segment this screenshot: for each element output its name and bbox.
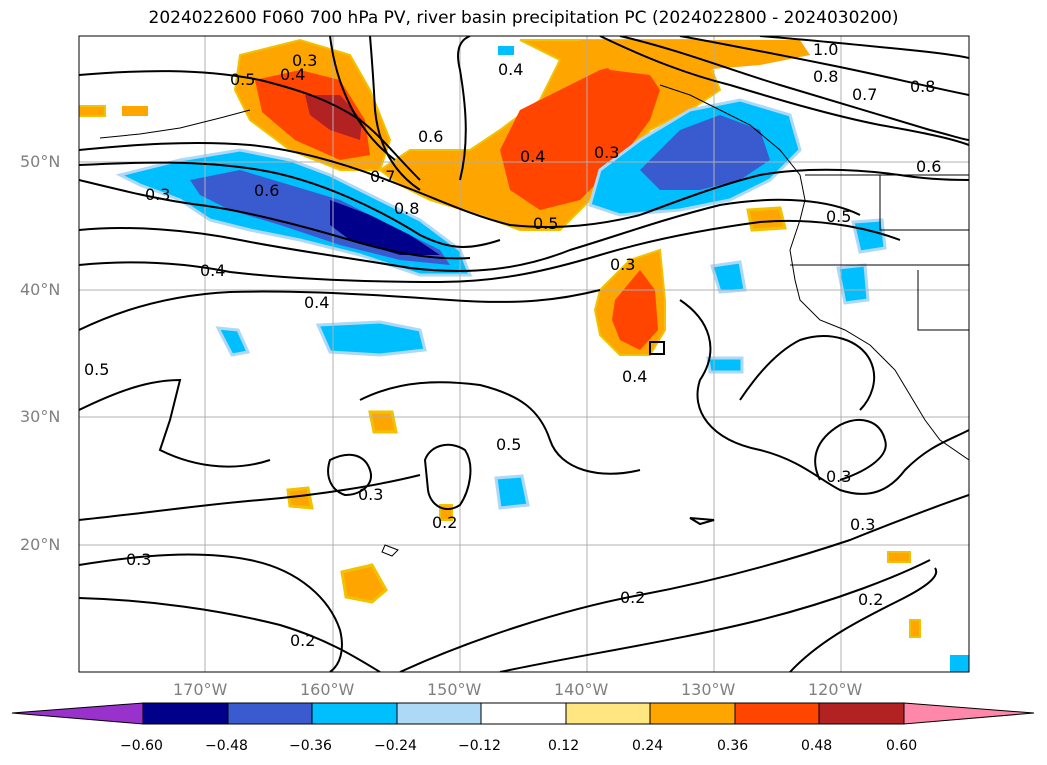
contour-label: 0.8 (813, 67, 838, 86)
contour-label: 0.2 (620, 588, 645, 607)
contour-label: 0.2 (432, 513, 457, 532)
colorbar-extend-high (903, 702, 1035, 725)
colorbar-tick-label: 0.60 (886, 738, 918, 754)
contour-label: 0.8 (394, 199, 419, 218)
contour-label: 0.4 (498, 60, 523, 79)
contour-label: 0.7 (370, 167, 395, 186)
contour-label: 0.4 (280, 65, 305, 84)
map-frame (78, 35, 970, 673)
colorbar-tick-label: −0.60 (120, 738, 163, 754)
contour-label: 0.3 (594, 143, 619, 162)
contour-label: 0.3 (292, 51, 317, 70)
contour-label: 0.6 (418, 127, 443, 146)
contour-label: 1.0 (813, 40, 838, 59)
contour-label: 0.8 (910, 77, 935, 96)
contour-label: 0.2 (858, 590, 883, 609)
colorbar-tick-label: 0.12 (548, 738, 580, 754)
contour-label: 0.5 (230, 70, 255, 89)
contour-label: 0.3 (126, 550, 151, 569)
contour-label: 0.7 (852, 85, 877, 104)
contour-label: 0.4 (304, 293, 329, 312)
contour-label: 0.6 (254, 181, 279, 200)
colorbar-tick-label: −0.24 (374, 738, 417, 754)
contour-label: 0.4 (622, 367, 647, 386)
contour-label: 0.3 (358, 485, 383, 504)
colorbar-tick-label: −0.48 (205, 738, 248, 754)
contour-label: 0.2 (290, 631, 315, 650)
colorbar (11, 702, 1035, 725)
colorbar-segment (227, 702, 313, 725)
contour-label-group: 0.3 0.5 0.4 0.4 0.6 1.0 0.8 0.7 0.8 0.6 … (84, 40, 941, 650)
contour-label: 0.4 (520, 147, 545, 166)
colorbar-extend-low (11, 702, 144, 725)
filled-regions (79, 38, 969, 672)
contour-label: 0.3 (850, 515, 875, 534)
colorbar-tick-label: 0.48 (801, 738, 833, 754)
lat-label: 50°N (20, 152, 61, 171)
contour-label: 0.3 (145, 185, 170, 204)
colorbar-segment (396, 702, 482, 725)
coastlines (99, 84, 969, 557)
contour-label: 0.5 (496, 435, 521, 454)
colorbar-segment (565, 702, 651, 725)
contour-label: 0.5 (533, 214, 558, 233)
lon-label: 120°W (808, 680, 863, 699)
contour-label: 0.5 (84, 360, 109, 379)
colorbar-segment (480, 702, 567, 725)
pv-contours (79, 36, 969, 672)
lon-label: 160°W (300, 680, 355, 699)
lat-label: 30°N (20, 407, 61, 426)
map-title: 2024022600 F060 700 hPa PV, river basin … (148, 8, 899, 28)
contour-label: 0.3 (826, 467, 851, 486)
colorbar-segment (649, 702, 736, 725)
colorbar-segment (311, 702, 398, 725)
colorbar-tick-label: 0.24 (632, 738, 664, 754)
lon-label: 140°W (554, 680, 609, 699)
lon-label: 170°W (173, 680, 228, 699)
colorbar-segment (734, 702, 820, 725)
colorbar-tick-label: −0.36 (289, 738, 332, 754)
lon-label: 150°W (427, 680, 482, 699)
lat-label: 20°N (20, 535, 61, 554)
lat-label: 40°N (20, 280, 61, 299)
contour-label: 0.6 (916, 157, 941, 176)
colorbar-segment (818, 702, 905, 725)
contour-label: 0.5 (826, 207, 851, 226)
lon-label: 130°W (681, 680, 736, 699)
colorbar-segment (142, 702, 229, 725)
contour-label: 0.4 (200, 261, 225, 280)
contour-label: 0.3 (610, 255, 635, 274)
colorbar-tick-label: 0.36 (717, 738, 749, 754)
colorbar-tick-label: −0.12 (458, 738, 501, 754)
